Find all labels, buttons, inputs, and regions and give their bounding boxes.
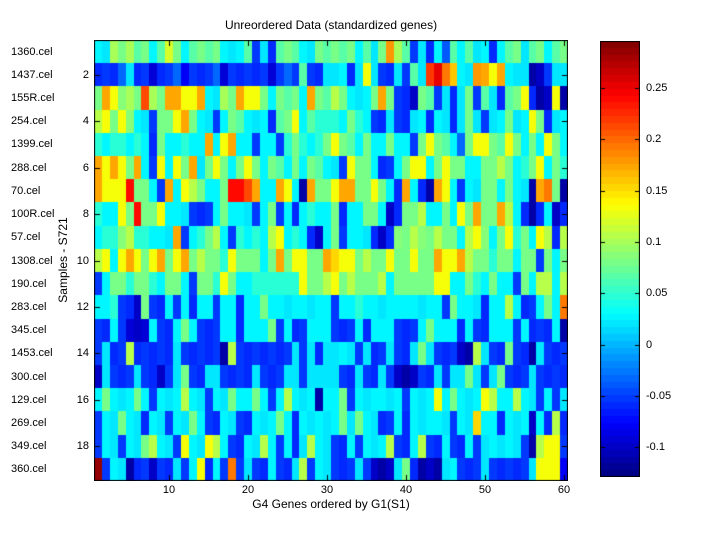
y-sample-label: 269.cel: [11, 416, 47, 429]
colorbar-tick-label: 0.25: [646, 82, 668, 95]
y-sample-label: 1453.cel: [11, 347, 53, 360]
colorbar-tick-label: -0.1: [646, 441, 665, 454]
colorbar: [600, 41, 640, 477]
plot-title: Unreordered Data (standardized genes): [224, 18, 438, 32]
y-sample-label: 129.cel: [11, 393, 47, 406]
y-sample-label: 288.cel: [11, 161, 47, 174]
colorbar-tick-label: 0.2: [646, 133, 662, 146]
x-tick-label: 10: [162, 484, 176, 496]
y-sample-label: 100R.cel: [11, 208, 55, 221]
y-tick-label: 8: [82, 208, 89, 221]
y-sample-label: 1399.cel: [11, 138, 53, 151]
y-sample-label: 1437.cel: [11, 68, 53, 81]
y-sample-label: 1360.cel: [11, 45, 53, 58]
y-sample-label: 283.cel: [11, 300, 47, 313]
y-tick-label: 16: [76, 393, 89, 406]
x-tick-label: 50: [478, 484, 492, 496]
y-sample-label: 155R.cel: [11, 92, 55, 105]
y-sample-label: 300.cel: [11, 370, 47, 383]
y-sample-label: 349.cel: [11, 440, 47, 453]
y-sample-label: 254.cel: [11, 115, 47, 128]
x-tick-label: 60: [557, 484, 571, 496]
x-tick-label: 40: [399, 484, 413, 496]
y-sample-label: 1308.cel: [11, 254, 53, 267]
y-tick-label: 4: [82, 115, 89, 128]
y-tick-label: 2: [82, 68, 89, 81]
colorbar-tick-label: 0.15: [646, 184, 668, 197]
y-sample-label: 190.cel: [11, 277, 47, 290]
y-tick-label: 10: [76, 254, 89, 267]
colorbar-tick-label: 0.05: [646, 287, 668, 300]
y-sample-label: 57.cel: [11, 231, 41, 244]
colorbar-tick-label: 0: [646, 338, 653, 351]
y-sample-label: 345.cel: [11, 324, 47, 337]
y-tick-label: 18: [76, 440, 89, 453]
x-tick-label: 30: [320, 484, 334, 496]
colorbar-tick-label: 0.1: [646, 236, 662, 249]
heatmap-canvas: [94, 40, 568, 481]
y-tick-label: 6: [82, 161, 89, 174]
y-sample-label: 360.cel: [11, 463, 47, 476]
colorbar-tick-label: -0.05: [646, 389, 672, 402]
x-tick-label: 20: [241, 484, 255, 496]
y-tick-label: 14: [76, 347, 89, 360]
x-axis-label: G4 Genes ordered by G1(S1): [252, 497, 410, 511]
y-sample-label: 70.cel: [11, 184, 41, 197]
y-tick-label: 12: [76, 300, 89, 313]
